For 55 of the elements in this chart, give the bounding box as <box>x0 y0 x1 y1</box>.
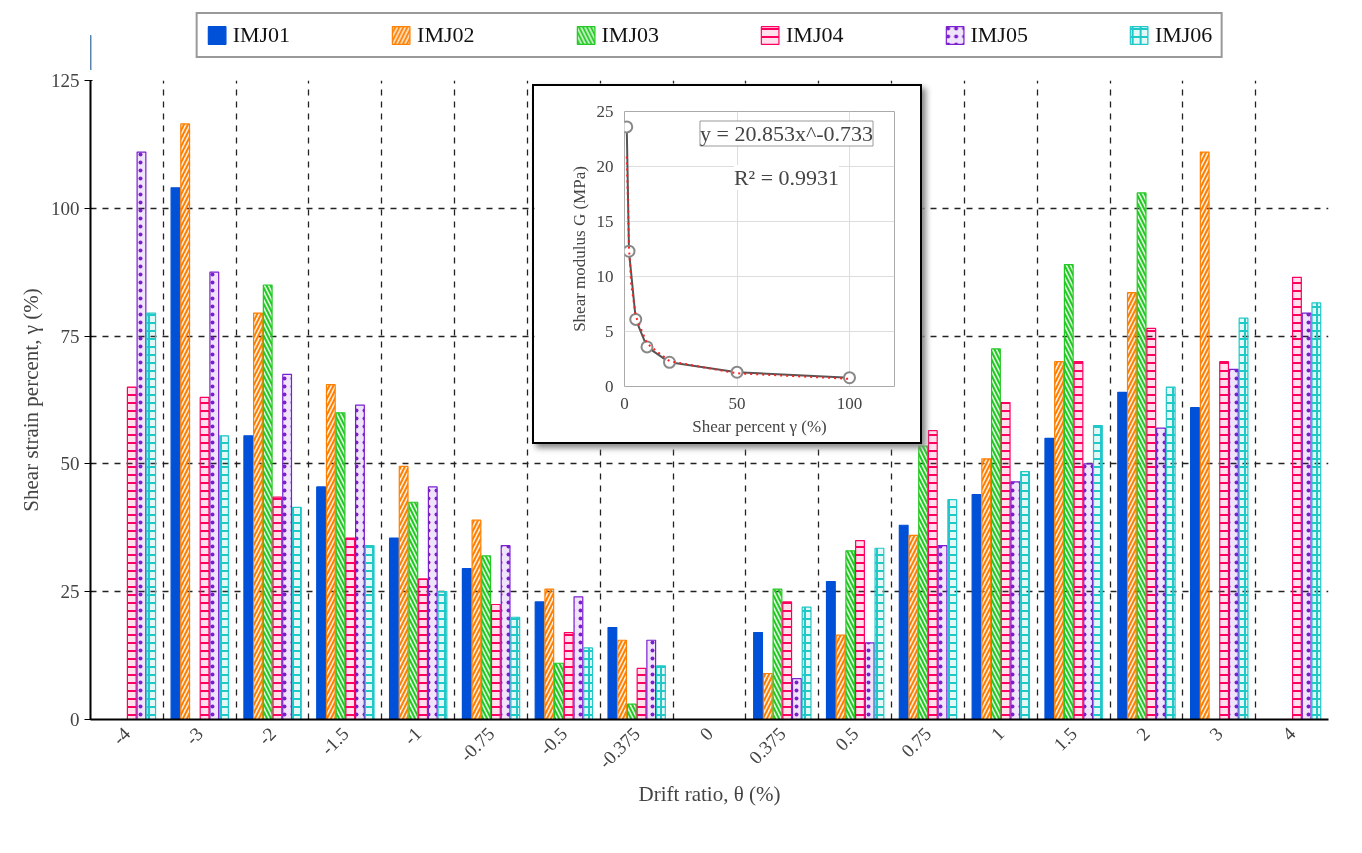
legend-label: IMJ04 <box>786 22 844 48</box>
bar <box>607 626 618 720</box>
x-tick-label: -0.5 <box>535 723 572 760</box>
annotation: y = 20.853x^-0.733 <box>699 121 874 146</box>
y-tick-label: 75 <box>60 325 80 347</box>
x-tick-label: 0.5 <box>830 723 863 755</box>
x-tick-label: 0 <box>695 723 717 745</box>
bar <box>534 601 545 720</box>
bar <box>753 632 764 720</box>
legend-label: IMJ03 <box>601 22 659 48</box>
bar <box>898 524 909 720</box>
x-tick-label: -3 <box>181 723 208 750</box>
y-axis-title: Shear strain percent, γ (%) <box>19 288 43 512</box>
x-tick-label: 0 <box>620 393 629 413</box>
x-tick-label: 0.75 <box>897 723 936 762</box>
y-tick-label: 20 <box>596 157 614 176</box>
bar <box>971 493 982 720</box>
y-axis-title: Shear modulus G (MPa) <box>569 166 589 332</box>
bar <box>1117 391 1128 720</box>
y-tick-label: 50 <box>60 453 80 475</box>
x-tick-label: 2 <box>1132 723 1154 745</box>
y-tick-label: 125 <box>51 70 80 91</box>
bar <box>1044 437 1055 720</box>
y-tick-label: 0 <box>605 377 614 396</box>
bar <box>170 187 181 720</box>
x-tick-label: 3 <box>1205 723 1227 745</box>
bar <box>461 568 472 720</box>
x-tick-label: -4 <box>108 722 135 750</box>
y-tick-label: 100 <box>51 197 80 219</box>
x-axis-title: Shear percent γ (%) <box>692 416 827 436</box>
annotation: R² = 0.9931 <box>733 165 840 190</box>
legend-label: IMJ02 <box>417 22 475 48</box>
y-tick-label: 15 <box>596 212 614 231</box>
x-tick-label: -1.5 <box>316 723 353 760</box>
y-tick-label: 25 <box>596 102 614 121</box>
bar <box>316 486 327 720</box>
x-tick-label: 4 <box>1277 722 1300 745</box>
legend-label: IMJ06 <box>1154 22 1213 48</box>
x-tick-label: 1 <box>986 723 1009 745</box>
x-tick-label: -2 <box>253 723 280 750</box>
x-tick-label: -1 <box>399 723 426 750</box>
legend-label: IMJ01 <box>232 22 291 48</box>
x-tick-label: 100 <box>836 393 863 413</box>
y-tick-label: 25 <box>60 581 80 603</box>
x-tick-label: 50 <box>728 393 746 413</box>
y-tick-label: 5 <box>605 322 614 341</box>
x-axis-title: Drift ratio, θ (%) <box>638 782 781 807</box>
y-tick-label: 10 <box>596 267 614 286</box>
bar <box>243 435 254 720</box>
legend-label: IMJ05 <box>970 22 1028 48</box>
bar <box>388 537 399 720</box>
x-tick-label: 1.5 <box>1049 723 1082 755</box>
bar <box>1190 407 1200 720</box>
bar <box>825 580 836 720</box>
y-tick-label: 0 <box>70 709 80 730</box>
